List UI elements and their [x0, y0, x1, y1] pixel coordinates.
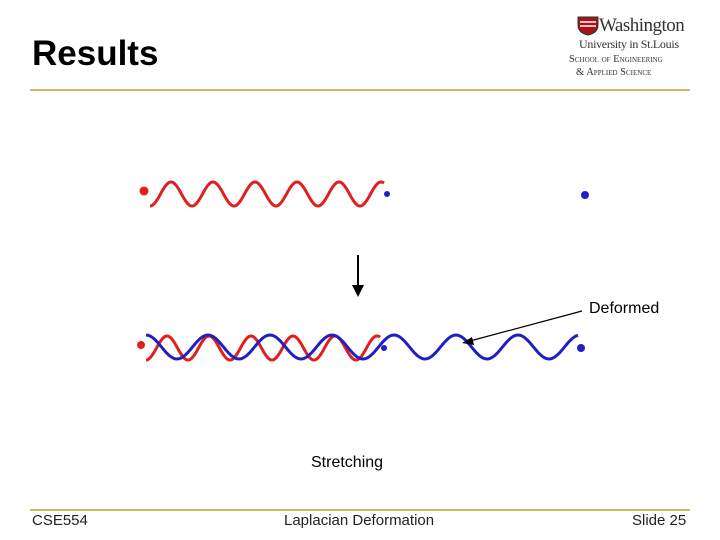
target-handle: [581, 191, 589, 199]
down-arrow-icon: [352, 255, 364, 297]
stretching-label: Stretching: [311, 454, 384, 471]
footer-topic: Laplacian Deformation: [284, 512, 435, 529]
slide-title: Results: [32, 34, 159, 73]
footer-rule: [30, 509, 690, 511]
logo-line-school: School of Engineering: [569, 54, 663, 65]
original-right-handle: [384, 191, 390, 197]
footer-course: CSE554: [32, 512, 88, 529]
logo-line-washington: Washington: [599, 15, 685, 36]
deformed-curve: [145, 333, 579, 361]
university-logo: Washington University in St.Louis School…: [566, 14, 692, 82]
original-left-handle: [139, 186, 149, 196]
logo-line-university: University in St.Louis: [579, 37, 679, 51]
shield-icon: [577, 16, 599, 36]
deformed-mid-handle: [381, 345, 387, 351]
logo-line-applied-science: & Applied Science: [576, 67, 652, 78]
deformed-pointer-arrow: [462, 310, 583, 345]
deformed-left-handle: [137, 341, 145, 349]
original-curve: [149, 180, 385, 208]
footer-page-number: Slide 25: [632, 512, 687, 529]
title-underline: [30, 89, 690, 91]
deformed-right-handle: [577, 344, 585, 352]
deformed-label: Deformed: [589, 300, 660, 317]
